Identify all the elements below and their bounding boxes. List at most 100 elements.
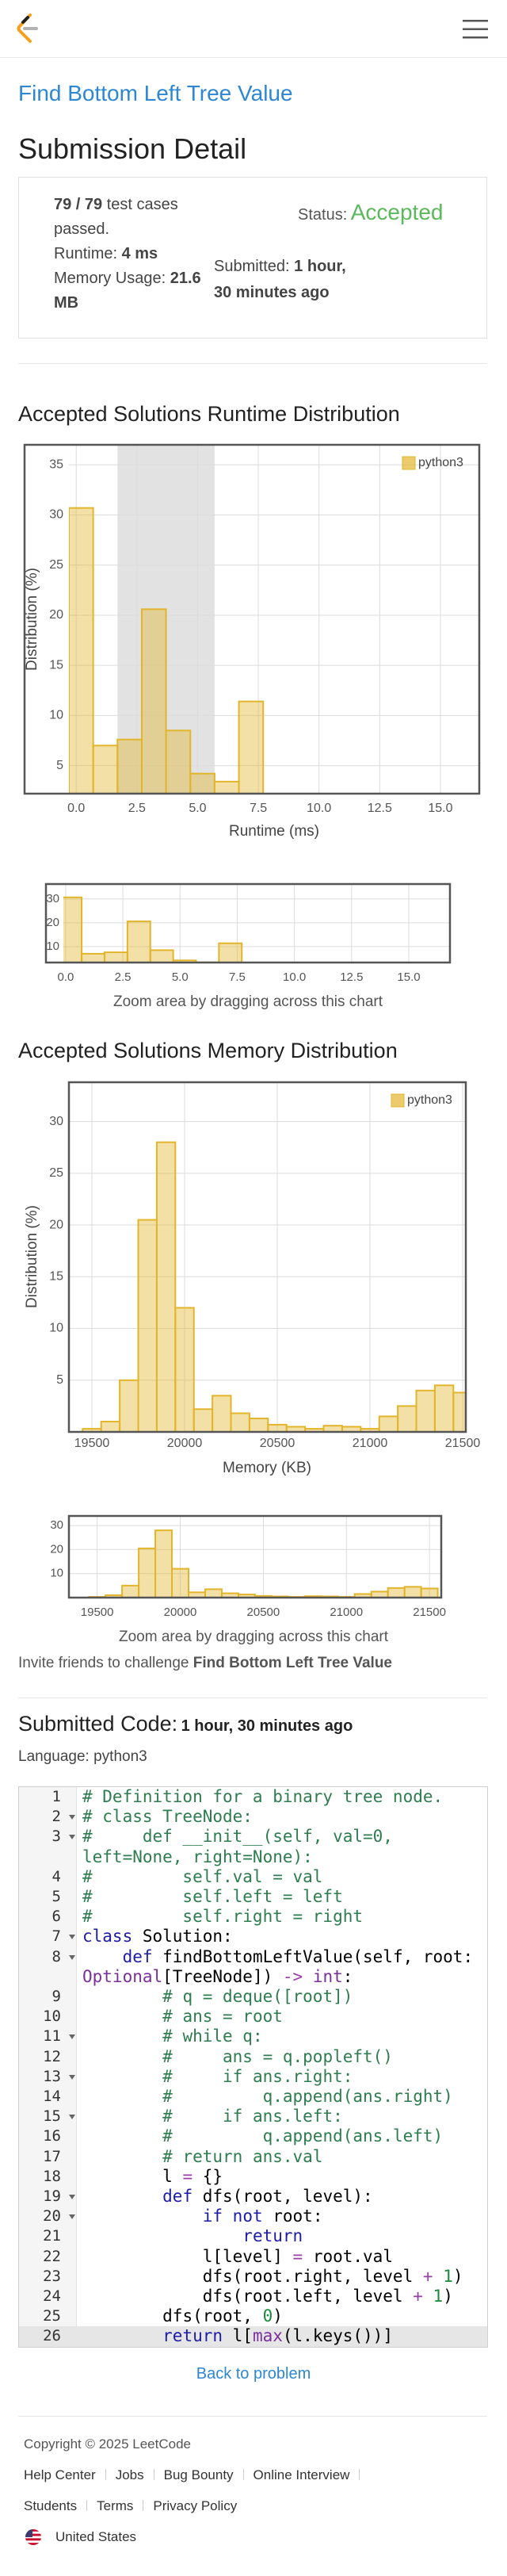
line-gutter: 24	[19, 2287, 82, 2306]
menu-button[interactable]	[463, 19, 488, 40]
legend-swatch	[391, 1093, 405, 1108]
line-gutter: 14	[19, 2087, 82, 2107]
y-tick-label: 25	[49, 558, 63, 572]
copyright: Copyright © 2025 LeetCode	[24, 2436, 191, 2452]
code-text: return	[242, 2226, 303, 2246]
y-tick-label: 35	[49, 458, 63, 472]
code-line: 1 # Definition for a binary tree node.	[19, 1787, 487, 1807]
chart-frame	[67, 1081, 467, 1433]
memory-value: 21.6 MB	[54, 270, 201, 312]
problem-title[interactable]: Find Bottom Left Tree Value	[18, 81, 293, 105]
fold-arrow	[69, 1954, 75, 1960]
fold-arrow	[69, 1935, 75, 1940]
zoom-caption: Zoom area by dragging across this chart	[119, 1629, 389, 1645]
bar	[420, 1587, 439, 1598]
x-axis-title: Memory (KB)	[223, 1460, 311, 1476]
line-number: 6	[51, 1908, 61, 1926]
footer-link[interactable]: Terms	[97, 2498, 134, 2513]
line-gutter: 12	[19, 2047, 82, 2067]
bar	[81, 952, 105, 963]
memory-chart-title: Accepted Solutions Memory Distribution	[18, 1039, 398, 1062]
footer-link[interactable]: Online Interview	[253, 2467, 350, 2482]
y-tick-label: 15	[49, 1270, 63, 1284]
code-line: 5 # self.left = left	[19, 1887, 487, 1907]
y-tick-label: 10	[49, 709, 63, 722]
footer-link[interactable]: Help Center	[24, 2467, 96, 2482]
status-label: Status:	[298, 206, 348, 224]
x-tick-label: 15.0	[428, 802, 452, 815]
code-text: # self.val = val	[82, 1866, 323, 1886]
line-gutter: 9	[19, 1987, 82, 2007]
test-cases-text: test cases passed.	[54, 196, 178, 238]
plot-background	[69, 1082, 466, 1432]
footer-link[interactable]: Jobs	[115, 2467, 144, 2482]
line-number: 14	[43, 2088, 61, 2106]
bar	[452, 1391, 466, 1432]
line-gutter: 4	[19, 1867, 82, 1887]
x-tick-label: 2.5	[115, 970, 132, 984]
footer-link[interactable]: Bug Bounty	[163, 2467, 234, 2482]
bar	[138, 1547, 157, 1598]
code-heading: Submitted Code: 1 hour, 30 minutes ago	[18, 1710, 353, 1741]
x-tick-label: 0.0	[57, 970, 74, 984]
line-number: 11	[43, 2027, 61, 2046]
line-number: 16	[43, 2127, 61, 2145]
code-text: if not root:	[202, 2207, 323, 2226]
flag-icon	[25, 2529, 41, 2545]
line-number: 1	[51, 1788, 61, 1805]
code-editor[interactable]: 1 # Definition for a binary tree node. 2 # …	[18, 1786, 488, 2348]
invite: Invite friends to challenge Find Bottom …	[18, 1654, 392, 1673]
code-line: 13 # if ans.right:	[19, 2067, 487, 2087]
plot-background	[46, 884, 450, 963]
code-text: # ans = q.popleft()	[82, 2046, 393, 2066]
memory-label: Memory Usage:	[54, 270, 166, 287]
back-link[interactable]: Back to problem	[196, 2365, 311, 2383]
line-gutter: 5	[19, 1887, 82, 1907]
country[interactable]: United States	[55, 2529, 137, 2544]
fold-arrow	[69, 1835, 75, 1840]
footer-link[interactable]: Students	[24, 2498, 78, 2513]
line-gutter: 19	[19, 2187, 82, 2207]
line-gutter: 20	[19, 2207, 82, 2226]
x-tick-label: 21000	[330, 1606, 363, 1619]
y-tick-label: 30	[50, 1518, 63, 1532]
x-tick-label: 10.0	[307, 802, 331, 815]
fold-arrow	[69, 1815, 75, 1820]
language: Language: python3	[18, 1748, 147, 1765]
line-number: 8	[51, 1947, 61, 1965]
line-number: 19	[43, 2187, 61, 2206]
code-text: # return ans.val	[82, 2146, 323, 2166]
line-number: 3	[51, 1828, 61, 1846]
line-gutter: 8	[19, 1947, 82, 1987]
charts: 5 10 15 20 25 30 35 0.0 2.5 5.0 7.5 10.0 12.5 15.0 Run…	[23, 443, 481, 1645]
bar	[126, 921, 151, 963]
line-number: 2	[51, 1808, 61, 1826]
bar	[403, 1586, 422, 1598]
submitted: Submitted: 1 hour, 30 minutes ago	[214, 254, 358, 306]
bar	[92, 744, 119, 794]
code-line: 21 return	[19, 2226, 487, 2246]
code-line: 10 # ans = root	[19, 2007, 487, 2027]
runtime-label: Runtime:	[54, 245, 118, 262]
footer-link[interactable]: Privacy Policy	[153, 2498, 238, 2513]
status: Status: Accepted	[298, 198, 443, 231]
x-tick-label: 12.5	[368, 802, 392, 815]
code-text: l = {}	[82, 2166, 223, 2186]
code-line: 7 class Solution:	[19, 1927, 487, 1946]
bars	[82, 1141, 466, 1432]
bar	[193, 1408, 214, 1432]
bar	[248, 1418, 269, 1432]
code-line: 14 # q.append(ans.right)	[19, 2087, 487, 2107]
code-time: 1 hour, 30 minutes ago	[181, 1717, 353, 1735]
line-gutter: 26	[19, 2326, 82, 2346]
chart-frame	[23, 443, 481, 795]
logo[interactable]	[14, 13, 41, 44]
line-gutter: 17	[19, 2147, 82, 2167]
fold-arrow	[69, 2034, 75, 2040]
x-tick-label: 19500	[74, 1437, 110, 1450]
y-tick-label: 20	[46, 916, 59, 929]
x-tick-label: 19500	[81, 1606, 114, 1619]
code-heading-text: Submitted Code:	[18, 1712, 178, 1736]
x-tick-label: 20500	[260, 1437, 295, 1450]
x-tick-label: 20000	[164, 1606, 197, 1619]
